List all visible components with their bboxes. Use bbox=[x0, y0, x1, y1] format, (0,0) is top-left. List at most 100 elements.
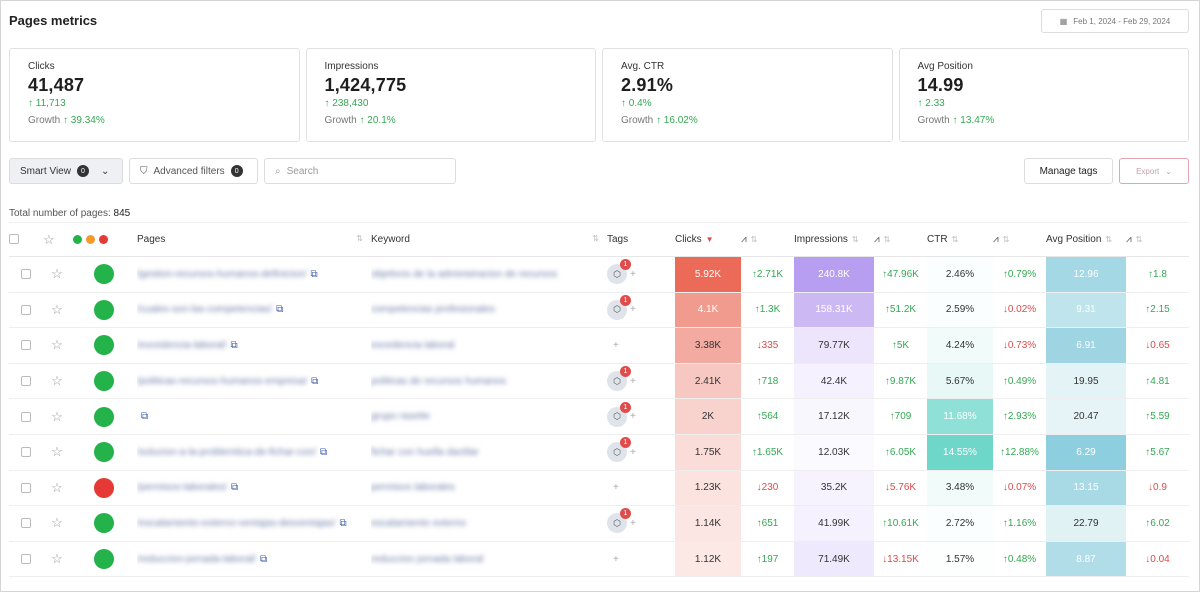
row-checkbox[interactable] bbox=[21, 411, 31, 422]
growth-value: 20.1% bbox=[367, 115, 396, 126]
column-header-impressions[interactable]: Impressions ⇅ bbox=[794, 222, 874, 257]
ctr-cell: 3.48% bbox=[927, 470, 993, 507]
column-header-ctr[interactable]: CTR ⇅ bbox=[927, 222, 993, 257]
arrow-up-icon: ↑ bbox=[324, 98, 330, 109]
external-link-icon[interactable]: ⧉ bbox=[230, 339, 238, 351]
external-link-icon[interactable]: ⧉ bbox=[231, 482, 239, 494]
add-tag-button[interactable]: + bbox=[630, 304, 636, 316]
page-url-link[interactable]: /escalamiento-externo-ventajas-desventaj… bbox=[137, 517, 336, 529]
column-header-clicks[interactable]: Clicks ▼ bbox=[675, 222, 741, 257]
total-pages: Total number of pages: 845 bbox=[9, 208, 130, 219]
status-dot bbox=[94, 299, 114, 320]
page-url-link[interactable]: /cuales-son-las-competencias/ bbox=[137, 304, 273, 316]
advanced-filters-button[interactable]: ⛉ Advanced filters 0 bbox=[129, 158, 258, 184]
add-tag-button[interactable]: + bbox=[613, 339, 619, 351]
ctr-cell: 4.24% bbox=[927, 327, 993, 364]
row-checkbox[interactable] bbox=[21, 482, 31, 493]
row-checkbox[interactable] bbox=[21, 269, 31, 280]
table-row[interactable]: ☆ /reduccion-jornada-laboral/⧉ reduccion… bbox=[9, 541, 1189, 578]
tag-icon[interactable]: ⬡ 1 bbox=[607, 366, 631, 392]
sort-icon: ⇅ bbox=[1002, 235, 1010, 244]
search-input[interactable]: ⌕ Search bbox=[264, 158, 456, 184]
external-link-icon[interactable]: ⧉ bbox=[310, 268, 318, 280]
page-url-link[interactable]: /reduccion-jornada-laboral/ bbox=[137, 553, 256, 565]
row-checkbox[interactable] bbox=[21, 553, 31, 564]
clicks-cell: 3.38K bbox=[675, 327, 741, 364]
tag-icon[interactable]: ⬡ 1 bbox=[607, 294, 631, 320]
add-tag-button[interactable]: + bbox=[630, 375, 636, 387]
star-icon[interactable]: ☆ bbox=[51, 373, 63, 389]
star-icon[interactable]: ☆ bbox=[51, 301, 63, 317]
table-row[interactable]: ☆ /solucion-a-la-problemtica-de-fichar-c… bbox=[9, 434, 1189, 471]
page-url-link[interactable]: /excedencia-laboral/ bbox=[137, 339, 227, 351]
page-url-link[interactable]: /gestion-recursos-humanos-definicion/ bbox=[137, 268, 307, 280]
star-icon[interactable]: ☆ bbox=[51, 337, 63, 353]
select-all-checkbox[interactable] bbox=[9, 234, 19, 245]
row-checkbox[interactable] bbox=[21, 518, 31, 529]
ctr-cell: 1.57% bbox=[927, 541, 993, 578]
star-icon[interactable]: ☆ bbox=[51, 479, 63, 495]
external-link-icon[interactable]: ⧉ bbox=[141, 411, 149, 423]
metric-growth: Growth ↑ 16.02% bbox=[621, 115, 874, 126]
tag-icon[interactable]: ⬡ 1 bbox=[607, 437, 631, 463]
clicks-change: ↑2.71K bbox=[741, 256, 794, 293]
star-icon[interactable]: ☆ bbox=[51, 515, 63, 531]
table-row[interactable]: ☆ /permisos-laborales/⧉ permisos laboral… bbox=[9, 470, 1189, 507]
date-range-picker[interactable]: ▦ Feb 1, 2024 - Feb 29, 2024 bbox=[1041, 9, 1189, 33]
external-link-icon[interactable]: ⧉ bbox=[319, 446, 328, 458]
row-checkbox[interactable] bbox=[21, 447, 31, 458]
add-tag-button[interactable]: + bbox=[630, 517, 636, 529]
clicks-change-value: 1.65K bbox=[756, 446, 784, 458]
column-header-impressions-trend[interactable]: ⩘ ⇅ bbox=[874, 222, 927, 257]
tag-icon[interactable]: ⬡ 1 bbox=[607, 259, 631, 285]
ctr-change-value: 1.16% bbox=[1007, 517, 1037, 529]
star-icon[interactable]: ☆ bbox=[51, 551, 63, 567]
star-icon[interactable]: ☆ bbox=[43, 231, 55, 247]
column-header-ctr-trend[interactable]: ⩘ ⇅ bbox=[993, 222, 1046, 257]
ctr-change: ↓0.73% bbox=[993, 327, 1046, 364]
tag-icon[interactable]: ⬡ 1 bbox=[607, 508, 631, 534]
star-icon[interactable]: ☆ bbox=[51, 408, 63, 424]
sort-desc-icon: ▼ bbox=[705, 235, 714, 244]
smart-view-button[interactable]: Smart View 0 ⌄ bbox=[9, 158, 123, 184]
table-row[interactable]: ☆ /cuales-son-las-competencias/⧉ compete… bbox=[9, 292, 1189, 329]
star-icon[interactable]: ☆ bbox=[51, 266, 63, 282]
star-icon[interactable]: ☆ bbox=[51, 444, 63, 460]
table-row[interactable]: ☆ /escalamiento-externo-ventajas-desvent… bbox=[9, 505, 1189, 542]
add-tag-button[interactable]: + bbox=[630, 446, 636, 458]
external-link-icon[interactable]: ⧉ bbox=[276, 304, 284, 316]
page-url-link[interactable]: /politicas-recursos-humanos-empresa/ bbox=[137, 375, 308, 387]
add-tag-button[interactable]: + bbox=[630, 268, 636, 280]
position-change-value: 6.02 bbox=[1150, 517, 1170, 529]
smart-view-label: Smart View bbox=[20, 165, 71, 177]
position-change: ↑4.81 bbox=[1126, 363, 1189, 400]
table-row[interactable]: ☆ /gestion-recursos-humanos-definicion/⧉… bbox=[9, 256, 1189, 293]
impressions-cell: 12.03K bbox=[794, 434, 874, 471]
tag-icon[interactable]: ⬡ 1 bbox=[607, 401, 631, 427]
external-link-icon[interactable]: ⧉ bbox=[311, 375, 319, 387]
export-button[interactable]: Export ⌄ bbox=[1119, 158, 1189, 184]
column-header-position[interactable]: Avg Position ⇅ bbox=[1046, 222, 1126, 257]
table-row[interactable]: ☆ ⧉ grupo rasette ⬡ 1 + 2K ↑564 17.12K ↑70… bbox=[9, 398, 1189, 435]
table-row[interactable]: ☆ /excedencia-laboral/⧉ excedencia labor… bbox=[9, 327, 1189, 364]
column-header-position-trend[interactable]: ⩘ ⇅ bbox=[1126, 222, 1189, 257]
external-link-icon[interactable]: ⧉ bbox=[259, 553, 268, 565]
table-row[interactable]: ☆ /politicas-recursos-humanos-empresa/⧉ … bbox=[9, 363, 1189, 400]
calendar-icon: ▦ bbox=[1059, 16, 1068, 26]
arrow-up-icon: ↑ bbox=[28, 98, 33, 109]
column-header-clicks-trend[interactable]: ⩘ ⇅ bbox=[741, 222, 794, 257]
add-tag-button[interactable]: + bbox=[613, 553, 619, 565]
page-url-link[interactable]: /solucion-a-la-problemtica-de-fichar-con… bbox=[137, 446, 316, 458]
column-header-keyword[interactable]: Keyword ⇅ bbox=[371, 222, 607, 257]
add-tag-button[interactable]: + bbox=[613, 482, 619, 494]
impressions-change-value: 5K bbox=[896, 339, 910, 351]
external-link-icon[interactable]: ⧉ bbox=[339, 517, 347, 529]
row-checkbox[interactable] bbox=[21, 340, 31, 351]
manage-tags-button[interactable]: Manage tags bbox=[1024, 158, 1113, 184]
add-tag-button[interactable]: + bbox=[630, 411, 636, 423]
row-checkbox[interactable] bbox=[21, 304, 31, 315]
page-url-link[interactable]: /permisos-laborales/ bbox=[137, 482, 228, 494]
row-checkbox[interactable] bbox=[21, 375, 31, 386]
column-header-pages[interactable]: Pages ⇅ bbox=[137, 222, 371, 257]
status-filter[interactable] bbox=[71, 222, 137, 257]
